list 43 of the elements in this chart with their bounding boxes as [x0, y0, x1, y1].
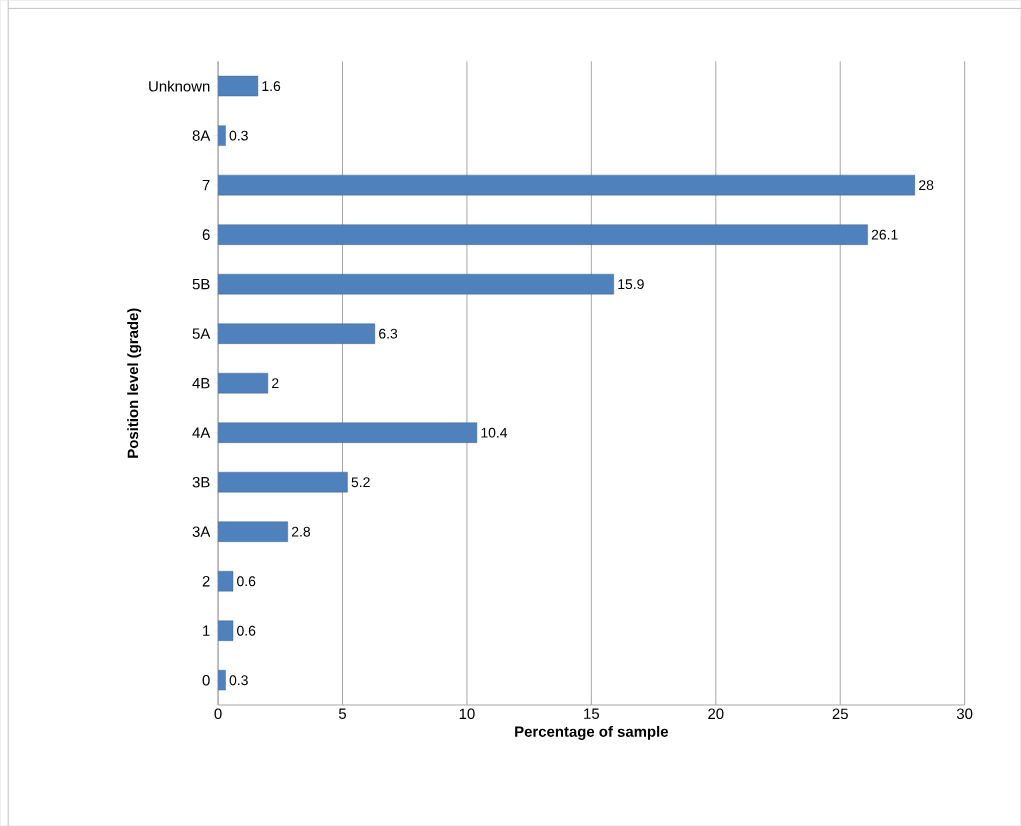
bar: [218, 323, 376, 344]
data-label: 1.6: [262, 81, 281, 91]
data-label: 26.1: [871, 229, 898, 240]
data-label: 0.3: [229, 130, 248, 141]
bar: [218, 273, 614, 295]
y-tick-label: 7: [202, 179, 210, 191]
x-tick-label: 30: [956, 708, 973, 719]
bar: [218, 372, 269, 394]
bar: [218, 422, 478, 443]
data-label: 0.6: [237, 576, 256, 586]
y-tick-label: Unknown: [149, 80, 210, 92]
data-label: 2: [272, 378, 279, 388]
y-tick-label: 8A: [192, 130, 211, 141]
bar: [218, 471, 348, 493]
data-label: 6.3: [379, 328, 398, 339]
y-tick-label: 1: [203, 625, 210, 636]
y-tick-label: 5A: [192, 328, 211, 339]
x-tick-label: 15: [584, 708, 600, 719]
data-label: 0.3: [229, 675, 248, 686]
data-label: 0.6: [237, 625, 256, 636]
x-tick-label: 0: [214, 708, 222, 719]
y-tick-label: 3A: [192, 526, 211, 537]
y-tick-label: 6: [202, 229, 210, 240]
y-axis-title: Position level (grade): [127, 308, 142, 458]
bar: [218, 224, 868, 245]
y-tick-label: 0: [202, 674, 210, 686]
data-label: 2.8: [291, 526, 311, 537]
data-label: 5.2: [351, 477, 370, 487]
data-label: 28: [919, 180, 934, 190]
x-tick-label: 5: [338, 708, 347, 719]
y-tick-label: 5B: [192, 278, 210, 290]
x-tick-label: 20: [708, 708, 724, 719]
x-tick-label: 10: [459, 708, 475, 719]
bar: [218, 521, 288, 542]
y-tick-label: 3B: [192, 476, 210, 488]
x-tick-label: 25: [832, 708, 848, 719]
y-tick-label: 2: [202, 575, 210, 587]
x-axis-title: Percentage of sample: [515, 725, 669, 740]
y-tick-label: 4B: [192, 377, 210, 389]
y-tick-label: 4A: [192, 427, 211, 438]
bar: [218, 174, 916, 196]
data-label: 15.9: [618, 279, 644, 289]
data-label: 10.4: [481, 427, 508, 438]
